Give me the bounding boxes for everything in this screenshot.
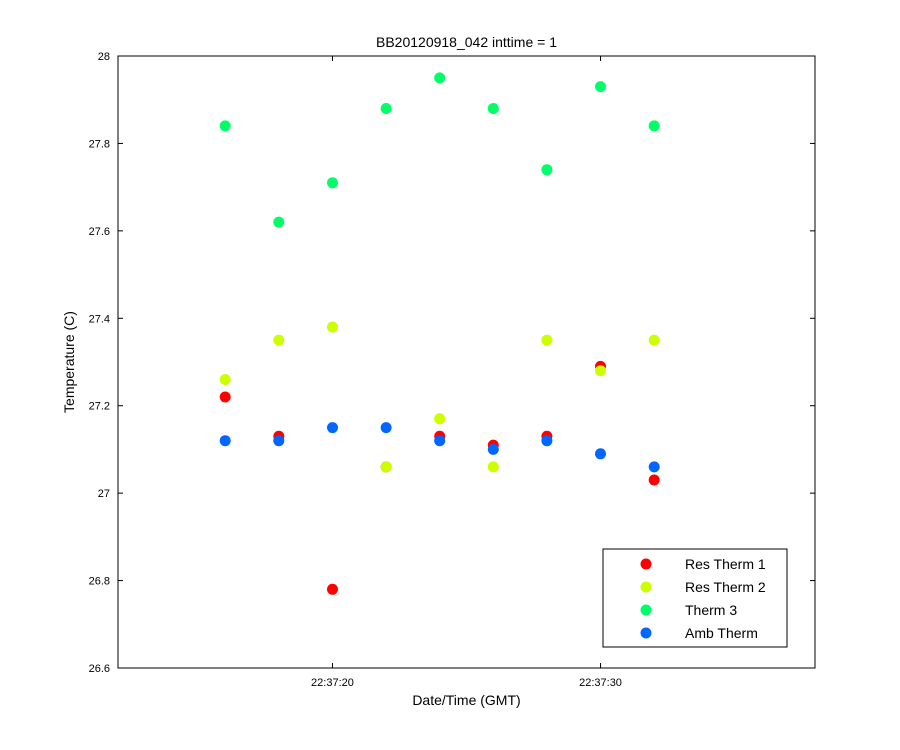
point-therm-3-1 (219, 120, 231, 132)
x-axis-label: Date/Time (GMT) (412, 692, 520, 708)
point-amb-therm-9 (648, 461, 660, 473)
x-axis: 22:37:20 22:37:30 (311, 56, 622, 689)
x-tick-label: 22:37:20 (311, 677, 354, 689)
point-amb-therm-5 (434, 435, 446, 447)
point-therm-3-2 (273, 216, 285, 228)
y-tick-label: 26.8 (89, 576, 110, 588)
point-res-therm-2-3 (327, 321, 338, 333)
point-res-therm-1-1 (219, 391, 231, 403)
point-amb-therm-6 (487, 443, 499, 455)
point-amb-therm-1 (219, 435, 231, 447)
legend-marker-res-therm-1 (640, 558, 652, 570)
point-res-therm-2-9 (648, 334, 660, 346)
point-therm-3-5 (434, 72, 446, 84)
point-res-therm-2-5 (434, 413, 446, 425)
point-amb-therm-7 (541, 435, 553, 447)
legend-marker-therm-3 (640, 604, 652, 616)
y-tick-label: 27 (98, 488, 110, 500)
point-therm-3-4 (380, 103, 392, 114)
point-therm-3-7 (541, 164, 553, 176)
point-res-therm-1-3 (327, 583, 338, 595)
point-amb-therm-3 (327, 422, 338, 434)
point-res-therm-2-4 (380, 461, 392, 473)
point-res-therm-2-6 (487, 461, 499, 473)
point-res-therm-2-2 (273, 334, 285, 346)
point-therm-3-3 (327, 177, 338, 189)
legend-box (602, 548, 788, 648)
point-amb-therm-4 (380, 422, 392, 434)
legend-marker-amb-therm (640, 627, 652, 639)
point-res-therm-2-7 (541, 334, 553, 346)
point-amb-therm-8 (595, 448, 606, 460)
legend-marker-res-therm-2 (640, 581, 652, 593)
y-tick-label: 27.4 (89, 313, 110, 325)
point-therm-3-9 (648, 120, 660, 132)
y-axis-label: Temperature (C) (61, 311, 77, 413)
legend-label-res-therm-1: Res Therm 1 (685, 556, 766, 572)
chart-title: BB20120918_042 inttime = 1 (376, 34, 557, 50)
point-therm-3-8 (595, 81, 606, 93)
legend-label-amb-therm: Amb Therm (685, 625, 758, 641)
legend-label-res-therm-2: Res Therm 2 (685, 579, 766, 595)
y-tick-label: 28 (98, 51, 110, 63)
point-res-therm-1-9 (648, 474, 660, 486)
point-res-therm-2-8 (595, 365, 606, 377)
y-tick-label: 27.6 (89, 226, 110, 238)
point-res-therm-2-1 (219, 374, 231, 385)
data-points (219, 72, 660, 595)
y-tick-label: 27.2 (89, 401, 110, 413)
y-tick-label: 27.8 (89, 138, 110, 150)
x-tick-label: 22:37:30 (579, 677, 622, 689)
y-tick-label: 26.6 (89, 663, 110, 675)
point-therm-3-6 (487, 103, 499, 114)
legend: Res Therm 1 Res Therm 2 Therm 3 Amb Ther… (602, 548, 788, 648)
legend-label-therm-3: Therm 3 (685, 602, 737, 618)
point-amb-therm-2 (273, 435, 285, 447)
y-axis: 26.6 26.8 27 27.2 27.4 27.6 27.8 28 (89, 51, 815, 675)
